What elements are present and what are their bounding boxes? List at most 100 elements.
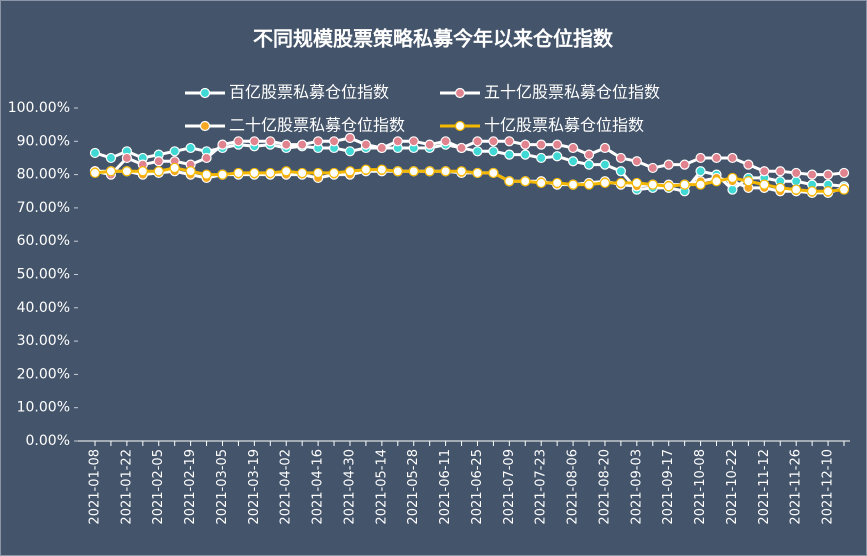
data-point	[169, 162, 180, 174]
data-point	[711, 176, 722, 187]
data-point	[615, 166, 626, 177]
y-tick-label: 70.00%	[17, 200, 70, 216]
y-tick-label: 50.00%	[17, 267, 70, 283]
x-tick-label: 2021-01-08	[88, 449, 103, 525]
data-point	[727, 172, 738, 184]
data-point	[536, 177, 547, 189]
data-point	[201, 152, 212, 164]
data-point	[552, 151, 563, 162]
data-point	[631, 156, 642, 167]
data-point	[838, 184, 850, 195]
data-point	[567, 156, 579, 167]
data-point	[552, 139, 563, 150]
data-point	[249, 136, 260, 147]
data-point	[408, 136, 419, 147]
x-tick-label: 2021-09-03	[629, 449, 644, 525]
data-point	[695, 179, 706, 190]
data-point	[536, 139, 547, 150]
data-point	[89, 167, 101, 179]
data-point	[488, 167, 499, 179]
data-point	[297, 139, 308, 150]
y-tick-label: 40.00%	[17, 300, 70, 316]
data-point	[679, 179, 690, 190]
x-tick-label: 2021-07-09	[502, 449, 517, 525]
data-point	[344, 146, 356, 157]
data-point	[313, 167, 324, 179]
data-point	[552, 177, 563, 189]
x-tick-label: 2021-10-22	[725, 449, 740, 525]
data-point	[488, 136, 499, 147]
data-point	[424, 166, 435, 177]
data-point	[328, 167, 340, 179]
data-point	[408, 166, 419, 177]
data-point	[265, 136, 276, 147]
legend-label: 百亿股票私募仓位指数	[229, 83, 389, 102]
data-point	[153, 166, 164, 177]
data-point	[727, 184, 738, 195]
legend-marker	[199, 87, 211, 99]
data-point	[344, 166, 356, 177]
data-point	[615, 177, 626, 189]
chart-title: 不同规模股票策略私募今年以来仓位指数	[253, 27, 614, 51]
x-tick-label: 2021-02-05	[151, 449, 166, 525]
x-tick-label: 2021-11-26	[789, 449, 804, 525]
y-tick-label: 10.00%	[17, 400, 70, 416]
data-point	[663, 159, 674, 170]
data-point	[791, 176, 802, 187]
y-tick-label: 90.00%	[17, 133, 70, 149]
data-point	[822, 186, 834, 197]
y-tick-label: 80.00%	[17, 167, 70, 183]
data-point	[440, 166, 451, 177]
data-point	[663, 181, 674, 192]
data-point	[440, 136, 451, 147]
data-point	[344, 132, 356, 144]
x-tick-label: 2021-01-22	[119, 449, 134, 525]
data-point	[313, 136, 324, 147]
x-tick-label: 2021-09-17	[661, 449, 676, 525]
data-point	[647, 179, 658, 190]
x-tick-label: 2021-12-10	[821, 449, 836, 525]
data-point	[631, 177, 642, 189]
x-tick-label: 2021-05-14	[374, 449, 389, 525]
legend-marker	[454, 120, 466, 132]
x-tick-label: 2021-04-16	[311, 449, 326, 525]
data-point	[105, 152, 117, 164]
data-point	[695, 166, 706, 177]
data-point	[791, 184, 802, 195]
data-point	[695, 152, 706, 164]
data-point	[504, 136, 515, 147]
data-point	[775, 182, 786, 194]
y-tick-label: 100.00%	[8, 100, 70, 116]
data-point	[217, 139, 228, 150]
data-point	[137, 166, 148, 177]
data-point	[583, 159, 595, 170]
data-point	[185, 166, 196, 177]
data-point	[472, 146, 483, 157]
data-point	[265, 167, 276, 179]
data-point	[233, 136, 244, 147]
data-point	[711, 152, 722, 164]
data-point	[759, 179, 770, 190]
data-point	[567, 179, 579, 190]
data-point	[775, 166, 786, 177]
data-point	[472, 136, 483, 147]
data-point	[520, 139, 531, 150]
data-point	[743, 176, 754, 187]
x-tick-label: 2021-04-30	[342, 449, 357, 525]
data-point	[583, 149, 595, 160]
data-point	[615, 152, 626, 164]
data-point	[599, 159, 611, 170]
data-point	[297, 167, 308, 179]
data-point	[185, 142, 196, 154]
data-point	[376, 164, 387, 175]
data-point	[281, 139, 292, 150]
x-tick-label: 2021-10-08	[693, 449, 708, 525]
x-tick-label: 2021-03-19	[247, 449, 262, 525]
data-point	[504, 149, 515, 160]
x-tick-label: 2021-07-23	[534, 449, 549, 525]
data-point	[599, 177, 611, 189]
data-point	[536, 152, 547, 164]
data-point	[281, 166, 292, 177]
